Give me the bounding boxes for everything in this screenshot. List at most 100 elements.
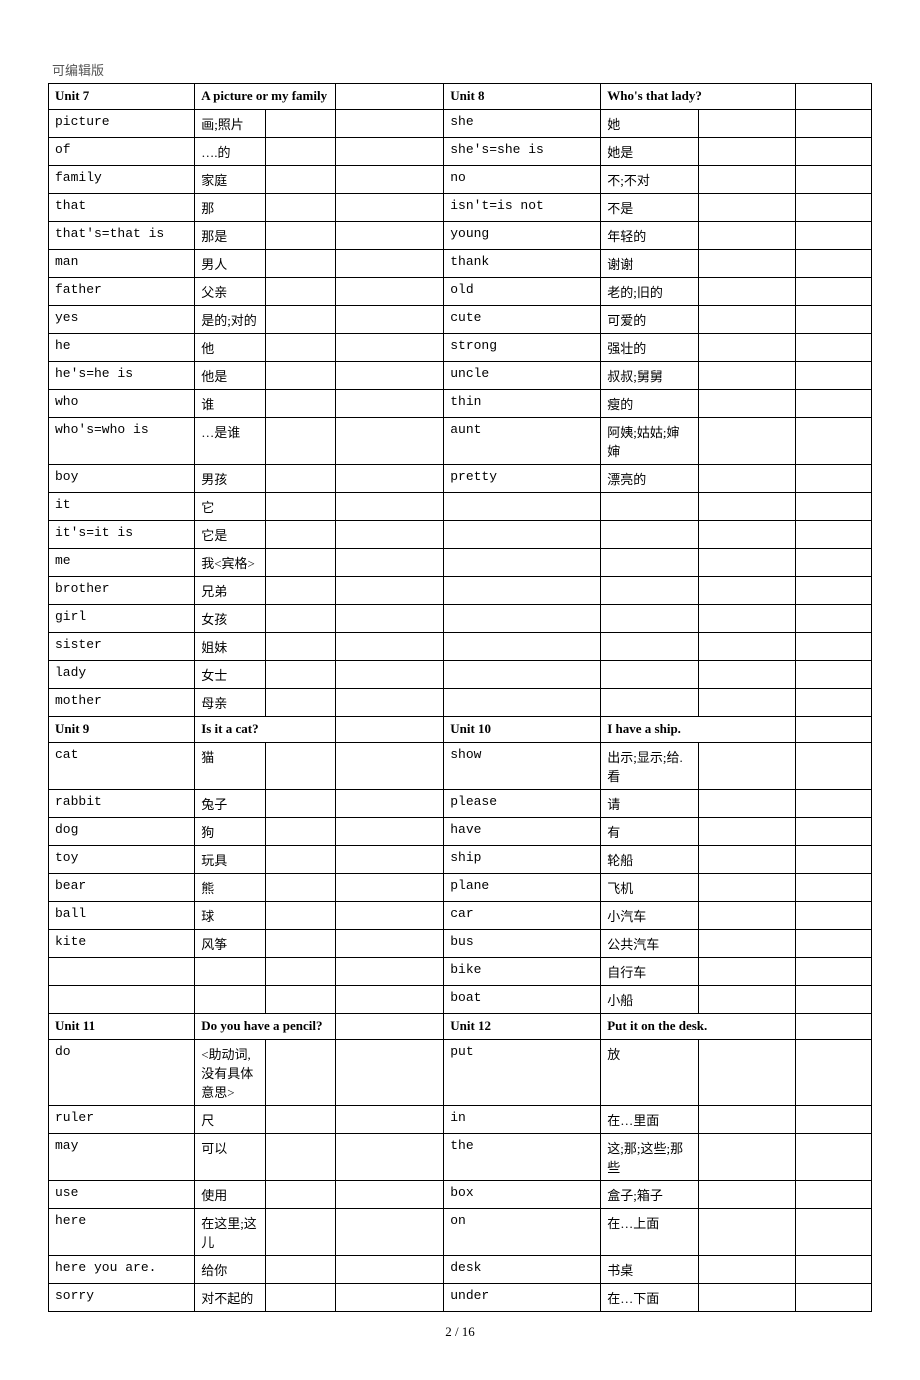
vocab-row: boat小船 [49, 986, 872, 1014]
empty-cell [698, 1256, 795, 1284]
word-en-right: she's=she is [444, 138, 601, 166]
empty-cell [796, 661, 872, 689]
empty-cell [796, 222, 872, 250]
word-cn-left: 可以 [195, 1134, 265, 1181]
vocab-row: father父亲old老的;旧的 [49, 278, 872, 306]
word-en-left: who's=who is [49, 418, 195, 465]
word-cn-left: 女孩 [195, 605, 265, 633]
vocab-row: me我<宾格> [49, 549, 872, 577]
vocab-row: man男人thank谢谢 [49, 250, 872, 278]
word-en-left: picture [49, 110, 195, 138]
empty-cell [698, 818, 795, 846]
empty-cell [796, 418, 872, 465]
word-cn-right [601, 605, 698, 633]
empty-cell [698, 390, 795, 418]
empty-cell [796, 1209, 872, 1256]
word-cn-right: 飞机 [601, 874, 698, 902]
vocab-row: use使用box盒子;箱子 [49, 1181, 872, 1209]
word-en-right: thin [444, 390, 601, 418]
word-cn-right [601, 661, 698, 689]
word-en-right: bike [444, 958, 601, 986]
empty-cell [698, 1209, 795, 1256]
word-en-left: sister [49, 633, 195, 661]
word-en-left: he [49, 334, 195, 362]
unit-header-row: Unit 9Is it a cat?Unit 10I have a ship. [49, 717, 872, 743]
empty-cell [335, 1040, 443, 1106]
empty-cell [698, 790, 795, 818]
vocab-row: he's=he is他是uncle叔叔;舅舅 [49, 362, 872, 390]
word-en-left: ball [49, 902, 195, 930]
vocab-row: mother母亲 [49, 689, 872, 717]
word-cn-left: 对不起的 [195, 1284, 265, 1312]
word-en-left: toy [49, 846, 195, 874]
unit-right-label: Unit 12 [444, 1014, 601, 1040]
word-en-left: sorry [49, 1284, 195, 1312]
empty-cell [796, 1106, 872, 1134]
empty-cell [698, 902, 795, 930]
word-cn-left: 姐妹 [195, 633, 265, 661]
empty-cell [335, 390, 443, 418]
word-cn-right: 不是 [601, 194, 698, 222]
empty-cell [265, 549, 335, 577]
empty-cell [335, 465, 443, 493]
vocab-row: sister姐妹 [49, 633, 872, 661]
word-cn-left: 那是 [195, 222, 265, 250]
word-en-left: that's=that is [49, 222, 195, 250]
empty-cell [796, 110, 872, 138]
word-en-left: cat [49, 743, 195, 790]
word-cn-right: 在…里面 [601, 1106, 698, 1134]
word-en-right [444, 661, 601, 689]
vocab-row: rabbit兔子please请 [49, 790, 872, 818]
empty-cell [335, 1014, 443, 1040]
word-cn-left: 谁 [195, 390, 265, 418]
empty-cell [335, 818, 443, 846]
empty-cell [796, 521, 872, 549]
word-en-right: old [444, 278, 601, 306]
empty-cell [698, 930, 795, 958]
empty-cell [796, 1256, 872, 1284]
unit-left-title: Is it a cat? [195, 717, 336, 743]
empty-cell [265, 633, 335, 661]
empty-cell [698, 986, 795, 1014]
empty-cell [796, 166, 872, 194]
word-cn-left: 狗 [195, 818, 265, 846]
empty-cell [265, 306, 335, 334]
word-cn-left: 兄弟 [195, 577, 265, 605]
empty-cell [265, 743, 335, 790]
empty-cell [335, 362, 443, 390]
empty-cell [265, 986, 335, 1014]
empty-cell [796, 577, 872, 605]
word-en-right: under [444, 1284, 601, 1312]
empty-cell [335, 278, 443, 306]
word-cn-left [195, 986, 265, 1014]
word-en-left: family [49, 166, 195, 194]
empty-cell [796, 138, 872, 166]
empty-cell [335, 717, 443, 743]
empty-cell [698, 222, 795, 250]
vocab-row: family家庭no不;不对 [49, 166, 872, 194]
empty-cell [335, 930, 443, 958]
word-cn-right: 小船 [601, 986, 698, 1014]
word-en-left: father [49, 278, 195, 306]
empty-cell [796, 689, 872, 717]
empty-cell [698, 1134, 795, 1181]
word-cn-right: 她是 [601, 138, 698, 166]
word-cn-left: 男人 [195, 250, 265, 278]
empty-cell [265, 605, 335, 633]
word-cn-right: 老的;旧的 [601, 278, 698, 306]
word-cn-right: 自行车 [601, 958, 698, 986]
empty-cell [698, 306, 795, 334]
word-en-right: cute [444, 306, 601, 334]
word-cn-left: 它是 [195, 521, 265, 549]
word-cn-left: 风筝 [195, 930, 265, 958]
word-cn-right: 轮船 [601, 846, 698, 874]
empty-cell [698, 278, 795, 306]
empty-cell [265, 790, 335, 818]
word-cn-left: 他是 [195, 362, 265, 390]
vocab-row: bike自行车 [49, 958, 872, 986]
word-en-left: it's=it is [49, 521, 195, 549]
empty-cell [265, 138, 335, 166]
word-en-left: girl [49, 605, 195, 633]
empty-cell [796, 306, 872, 334]
word-en-right: bus [444, 930, 601, 958]
